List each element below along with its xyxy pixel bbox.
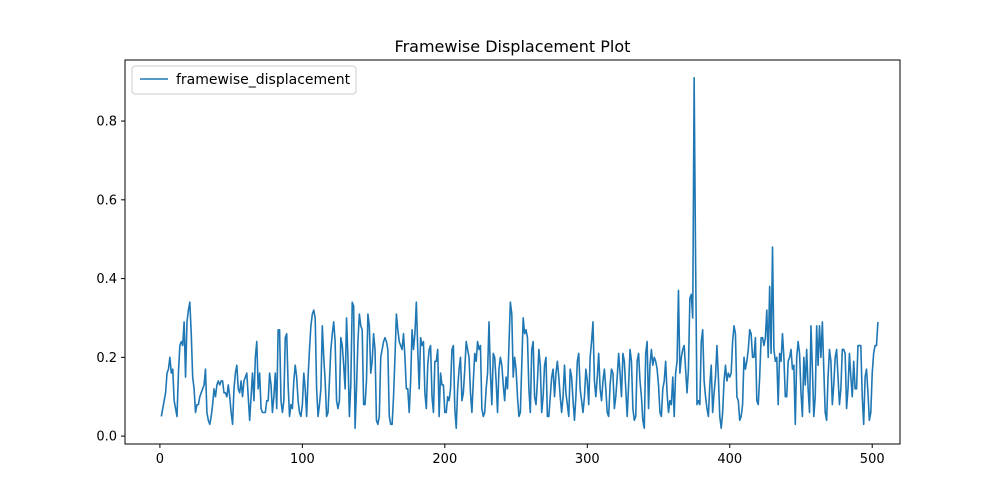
y-tick-label: 0.2: [96, 351, 117, 366]
x-tick-label: 400: [717, 452, 742, 467]
x-tick-label: 200: [432, 452, 457, 467]
legend-label: framewise_displacement: [176, 72, 351, 88]
y-tick-label: 0.8: [96, 115, 117, 130]
x-tick-label: 100: [290, 452, 315, 467]
axes-frame: [124, 59, 901, 445]
x-tick-label: 300: [575, 452, 600, 467]
plot-area: [160, 76, 879, 430]
y-tick-label: 0.6: [96, 193, 117, 208]
legend-box: [131, 65, 357, 95]
y-tick-label: 0.4: [96, 272, 117, 287]
chart-title: Framewise Displacement Plot: [395, 37, 631, 56]
y-tick-label: 0.0: [96, 430, 117, 445]
legend: framewise_displacement: [131, 65, 357, 95]
series-line-framewise-displacement: [160, 76, 879, 430]
x-axis: 0 100 200 300 400 500: [156, 444, 885, 467]
y-axis: 0.0 0.2 0.4 0.6 0.8: [96, 115, 125, 445]
x-tick-label: 0: [156, 452, 164, 467]
x-tick-label: 500: [860, 452, 885, 467]
